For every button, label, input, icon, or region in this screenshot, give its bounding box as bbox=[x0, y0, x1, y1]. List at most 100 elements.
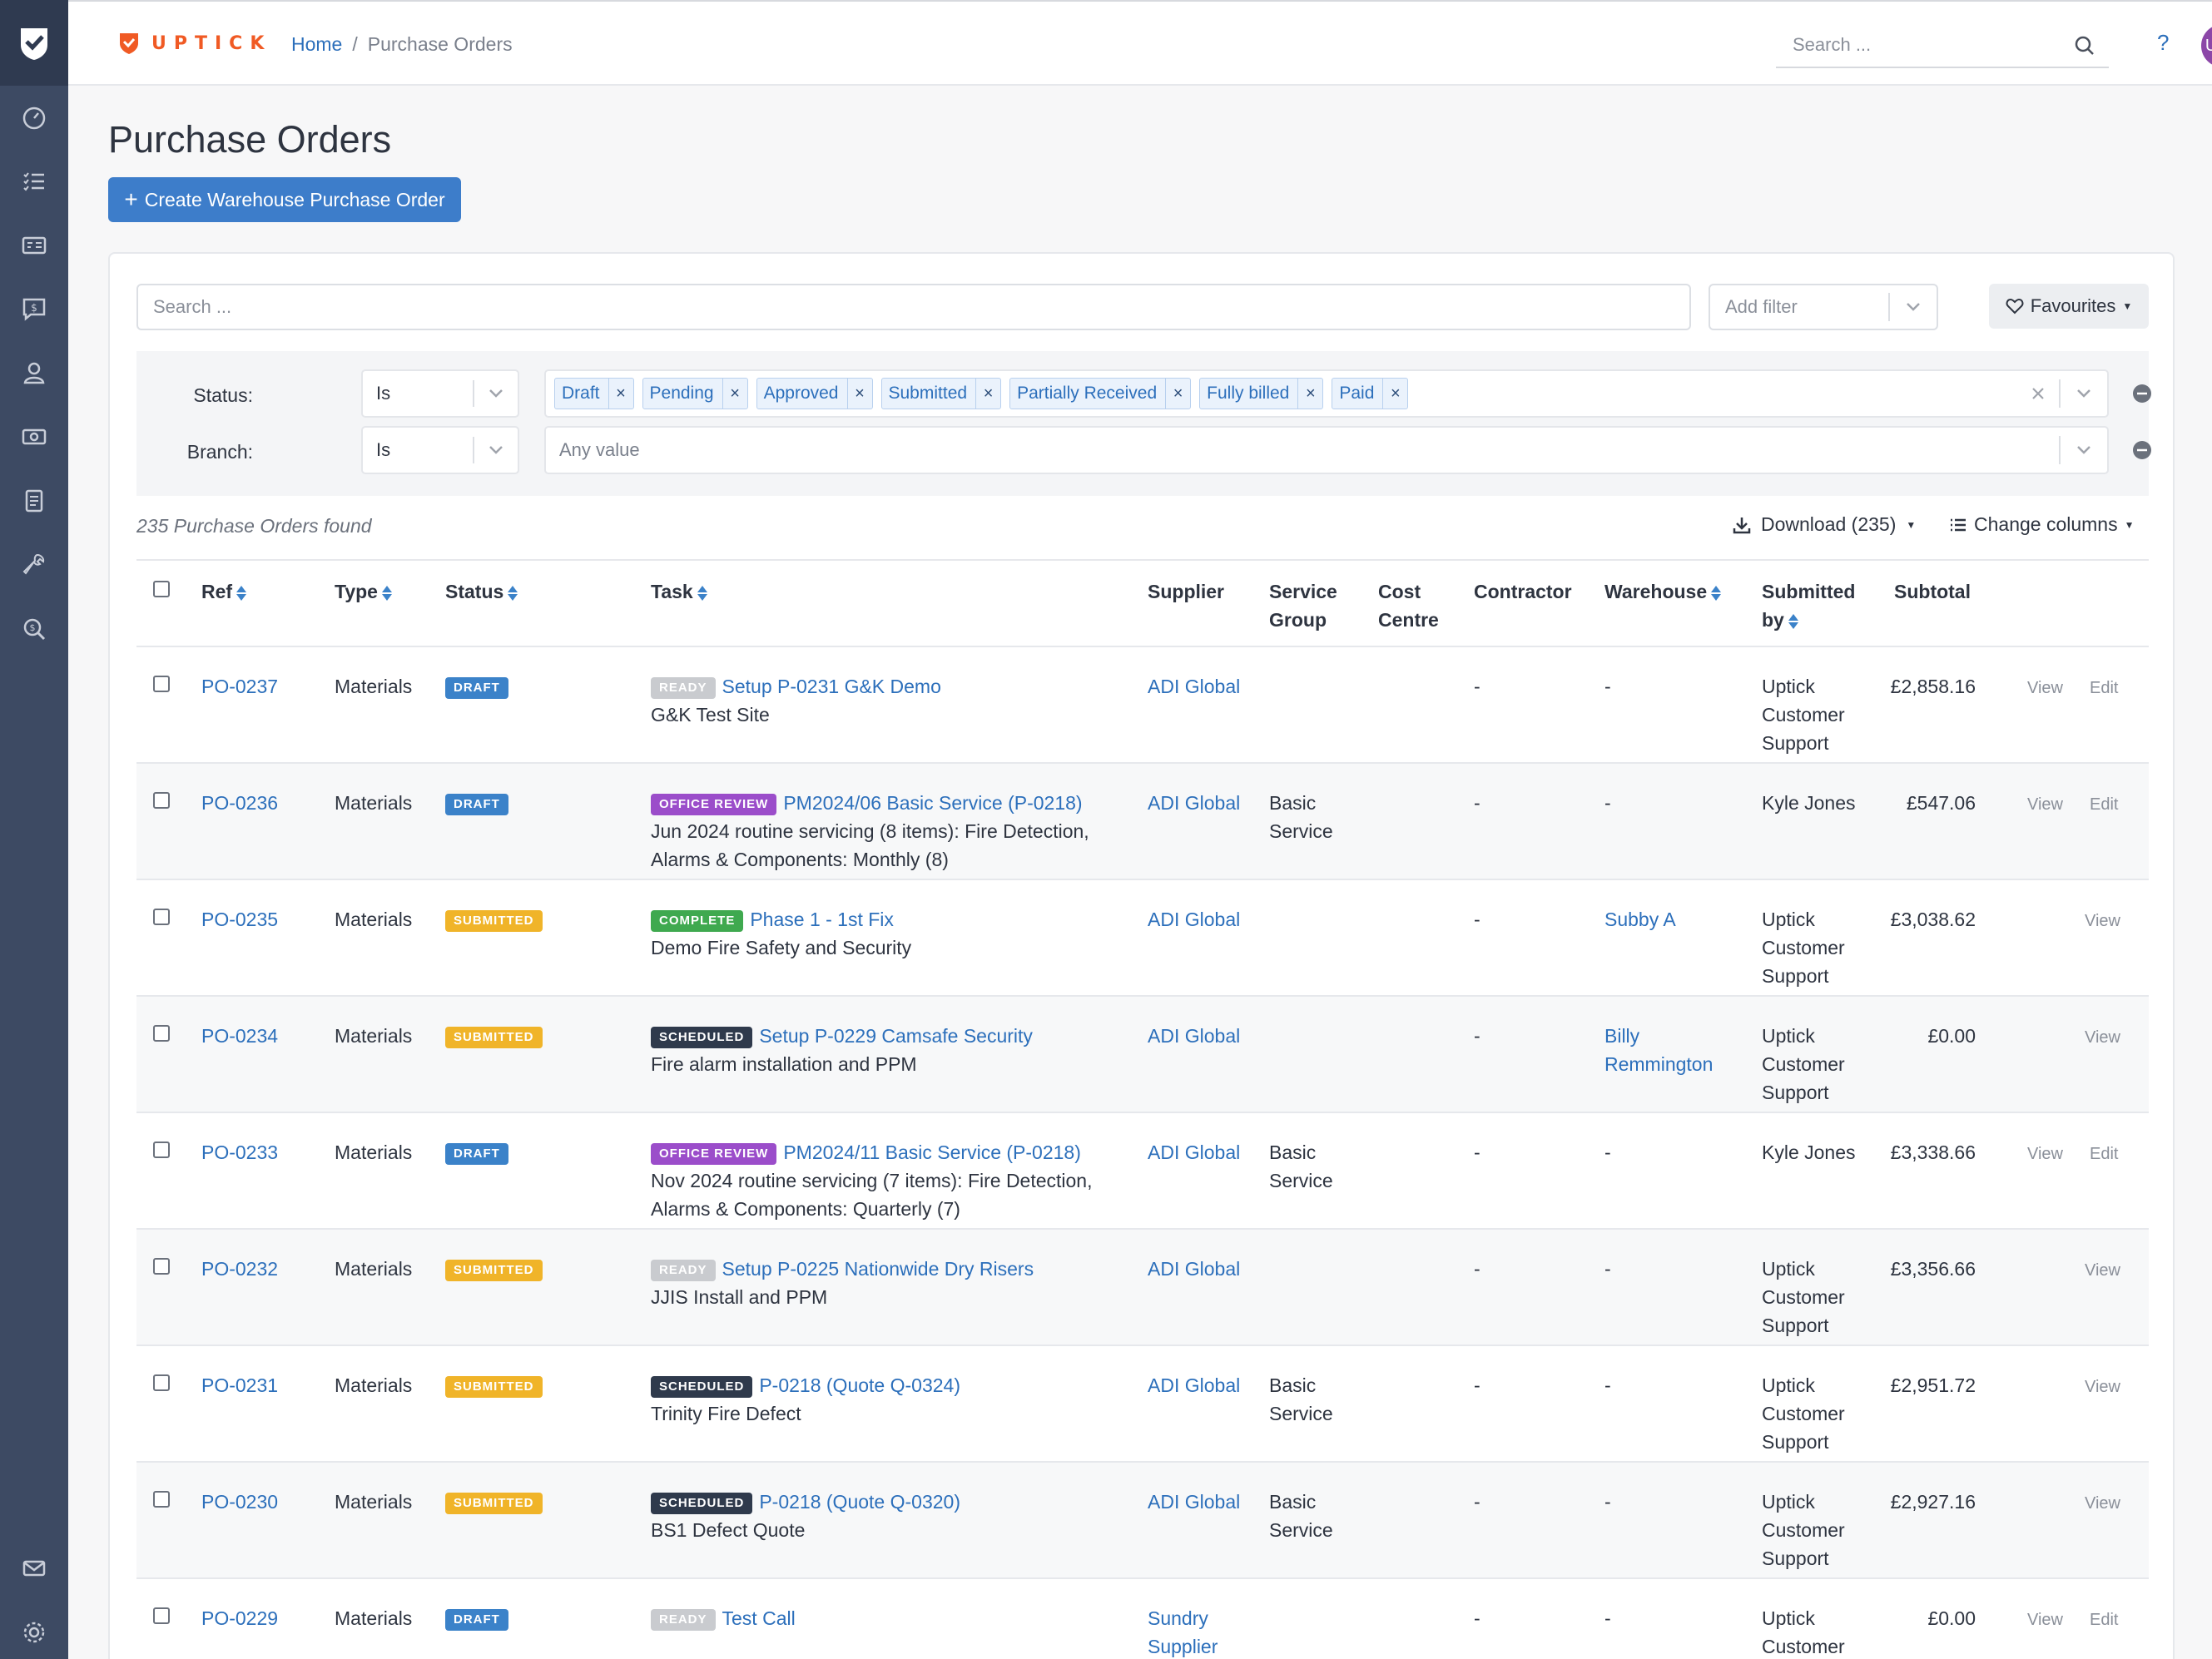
task-link[interactable]: PM2024/11 Basic Service (P-0218) bbox=[783, 1141, 1081, 1163]
chevron-down-icon[interactable] bbox=[2061, 444, 2107, 456]
table-row[interactable]: PO-0229 Materials DRAFT READY Test Call Sundr… bbox=[136, 1579, 2149, 1659]
brand-logo[interactable]: UPTICK bbox=[118, 32, 271, 55]
po-ref-link[interactable]: PO-0233 bbox=[201, 1141, 279, 1163]
table-row[interactable]: PO-0233 Materials DRAFT OFFICE REVIEW PM2024… bbox=[136, 1113, 2149, 1230]
supplier-link[interactable]: ADI Global bbox=[1148, 789, 1240, 817]
row-checkbox[interactable] bbox=[153, 1025, 170, 1042]
supplier-link[interactable]: ADI Global bbox=[1148, 1371, 1240, 1399]
remove-status-filter-icon[interactable] bbox=[2132, 384, 2152, 404]
po-ref-link[interactable]: PO-0229 bbox=[201, 1607, 279, 1629]
search-icon[interactable] bbox=[2074, 35, 2095, 57]
document-icon[interactable] bbox=[0, 476, 68, 526]
po-ref-link[interactable]: PO-0237 bbox=[201, 676, 279, 697]
table-row[interactable]: PO-0237 Materials DRAFT READY Setup P-0231 G… bbox=[136, 647, 2149, 764]
remove-chip-icon[interactable]: × bbox=[722, 379, 747, 409]
remove-chip-icon[interactable]: × bbox=[1382, 379, 1407, 409]
po-ref-link[interactable]: PO-0231 bbox=[201, 1374, 279, 1396]
edit-link[interactable]: Edit bbox=[2090, 1611, 2119, 1629]
settings-icon[interactable] bbox=[0, 1607, 68, 1657]
wrench-icon[interactable] bbox=[0, 540, 68, 590]
header-type[interactable]: Type bbox=[335, 577, 393, 606]
change-columns-button[interactable]: Change columns ▼ bbox=[1949, 513, 2135, 536]
supplier-link[interactable]: ADI Global bbox=[1148, 1138, 1240, 1166]
task-link[interactable]: Phase 1 - 1st Fix bbox=[750, 909, 894, 930]
chevron-down-icon[interactable] bbox=[474, 444, 518, 456]
remove-chip-icon[interactable]: × bbox=[1165, 379, 1190, 409]
cash-icon[interactable] bbox=[0, 412, 68, 462]
view-link[interactable]: View bbox=[2027, 679, 2063, 697]
header-ref[interactable]: Ref bbox=[201, 577, 247, 606]
view-link[interactable]: View bbox=[2027, 795, 2063, 814]
task-link[interactable]: Test Call bbox=[722, 1607, 796, 1629]
list-search-input[interactable] bbox=[138, 285, 1689, 329]
row-checkbox[interactable] bbox=[153, 909, 170, 925]
global-search-input[interactable] bbox=[1776, 25, 2059, 65]
supplier-link[interactable]: Sundry Supplier bbox=[1148, 1604, 1218, 1659]
header-status[interactable]: Status bbox=[445, 577, 518, 606]
select-all-checkbox[interactable] bbox=[153, 581, 170, 597]
po-ref-link[interactable]: PO-0232 bbox=[201, 1258, 279, 1280]
task-link[interactable]: P-0218 (Quote Q-0320) bbox=[759, 1491, 960, 1513]
supplier-link[interactable]: ADI Global bbox=[1148, 1255, 1240, 1283]
view-link[interactable]: View bbox=[2085, 1378, 2120, 1396]
po-ref-link[interactable]: PO-0230 bbox=[201, 1491, 279, 1513]
po-ref-link[interactable]: PO-0236 bbox=[201, 792, 279, 814]
view-link[interactable]: View bbox=[2085, 1261, 2120, 1280]
task-link[interactable]: Setup P-0225 Nationwide Dry Risers bbox=[722, 1258, 1034, 1280]
supplier-link[interactable]: ADI Global bbox=[1148, 672, 1240, 701]
remove-chip-icon[interactable]: × bbox=[608, 379, 633, 409]
table-row[interactable]: PO-0234 Materials SUBMITTED SCHEDULED Setup … bbox=[136, 997, 2149, 1113]
table-row[interactable]: PO-0232 Materials SUBMITTED READY Setup P-02… bbox=[136, 1230, 2149, 1346]
chevron-down-icon[interactable] bbox=[2061, 388, 2107, 399]
search-money-icon[interactable]: $ bbox=[0, 604, 68, 654]
branch-operator-select[interactable]: Is bbox=[361, 426, 519, 474]
help-button[interactable]: ? bbox=[2157, 30, 2170, 55]
avatar[interactable]: UCS bbox=[2201, 24, 2212, 67]
po-ref-link[interactable]: PO-0234 bbox=[201, 1025, 279, 1047]
table-row[interactable]: PO-0230 Materials SUBMITTED SCHEDULED P-0218… bbox=[136, 1463, 2149, 1579]
branch-values-select[interactable]: Any value bbox=[544, 426, 2109, 474]
row-checkbox[interactable] bbox=[153, 1491, 170, 1508]
view-link[interactable]: View bbox=[2085, 1028, 2120, 1047]
header-submitted-by[interactable]: Submitted by bbox=[1762, 577, 1855, 634]
row-checkbox[interactable] bbox=[153, 1258, 170, 1275]
task-link[interactable]: PM2024/06 Basic Service (P-0218) bbox=[783, 792, 1083, 814]
view-link[interactable]: View bbox=[2027, 1145, 2063, 1163]
clear-all-icon[interactable] bbox=[2017, 386, 2059, 401]
task-link[interactable]: Setup P-0229 Camsafe Security bbox=[759, 1025, 1033, 1047]
header-task[interactable]: Task bbox=[651, 577, 708, 606]
chevron-down-icon[interactable] bbox=[474, 388, 518, 399]
edit-link[interactable]: Edit bbox=[2090, 1145, 2119, 1163]
table-row[interactable]: PO-0236 Materials DRAFT OFFICE REVIEW PM2024… bbox=[136, 764, 2149, 880]
create-warehouse-po-button[interactable]: + Create Warehouse Purchase Order bbox=[108, 177, 461, 222]
view-link[interactable]: View bbox=[2085, 1494, 2120, 1513]
favourites-button[interactable]: Favourites ▼ bbox=[1989, 284, 2149, 329]
row-checkbox[interactable] bbox=[153, 792, 170, 809]
row-checkbox[interactable] bbox=[153, 676, 170, 692]
edit-link[interactable]: Edit bbox=[2090, 679, 2119, 697]
table-row[interactable]: PO-0235 Materials SUBMITTED COMPLETE Phase 1… bbox=[136, 880, 2149, 997]
view-link[interactable]: View bbox=[2027, 1611, 2063, 1629]
speedometer-icon[interactable] bbox=[0, 93, 68, 143]
remove-chip-icon[interactable]: × bbox=[846, 379, 872, 409]
supplier-link[interactable]: ADI Global bbox=[1148, 1022, 1240, 1050]
breadcrumb-home[interactable]: Home bbox=[291, 33, 343, 55]
task-link[interactable]: Setup P-0231 G&K Demo bbox=[722, 676, 941, 697]
status-values-select[interactable]: Draft × Pending × Approved × Submitted × Par… bbox=[544, 369, 2109, 418]
download-button[interactable]: Download (235) ▼ bbox=[1733, 513, 1916, 536]
warehouse[interactable]: Billy Remmington bbox=[1604, 1022, 1713, 1078]
supplier-link[interactable]: ADI Global bbox=[1148, 1488, 1240, 1516]
user-icon[interactable] bbox=[0, 348, 68, 398]
chevron-down-icon[interactable] bbox=[1890, 301, 1937, 313]
edit-link[interactable]: Edit bbox=[2090, 795, 2119, 814]
header-warehouse[interactable]: Warehouse bbox=[1604, 577, 1722, 606]
mail-icon[interactable] bbox=[0, 1543, 68, 1593]
task-link[interactable]: P-0218 (Quote Q-0324) bbox=[759, 1374, 960, 1396]
warehouse[interactable]: Subby A bbox=[1604, 905, 1676, 933]
remove-chip-icon[interactable]: × bbox=[1297, 379, 1322, 409]
quote-icon[interactable]: $ bbox=[0, 284, 68, 334]
row-checkbox[interactable] bbox=[153, 1607, 170, 1624]
view-link[interactable]: View bbox=[2085, 912, 2120, 930]
invoice-icon[interactable] bbox=[0, 220, 68, 270]
add-filter-select[interactable]: Add filter bbox=[1709, 284, 1938, 330]
